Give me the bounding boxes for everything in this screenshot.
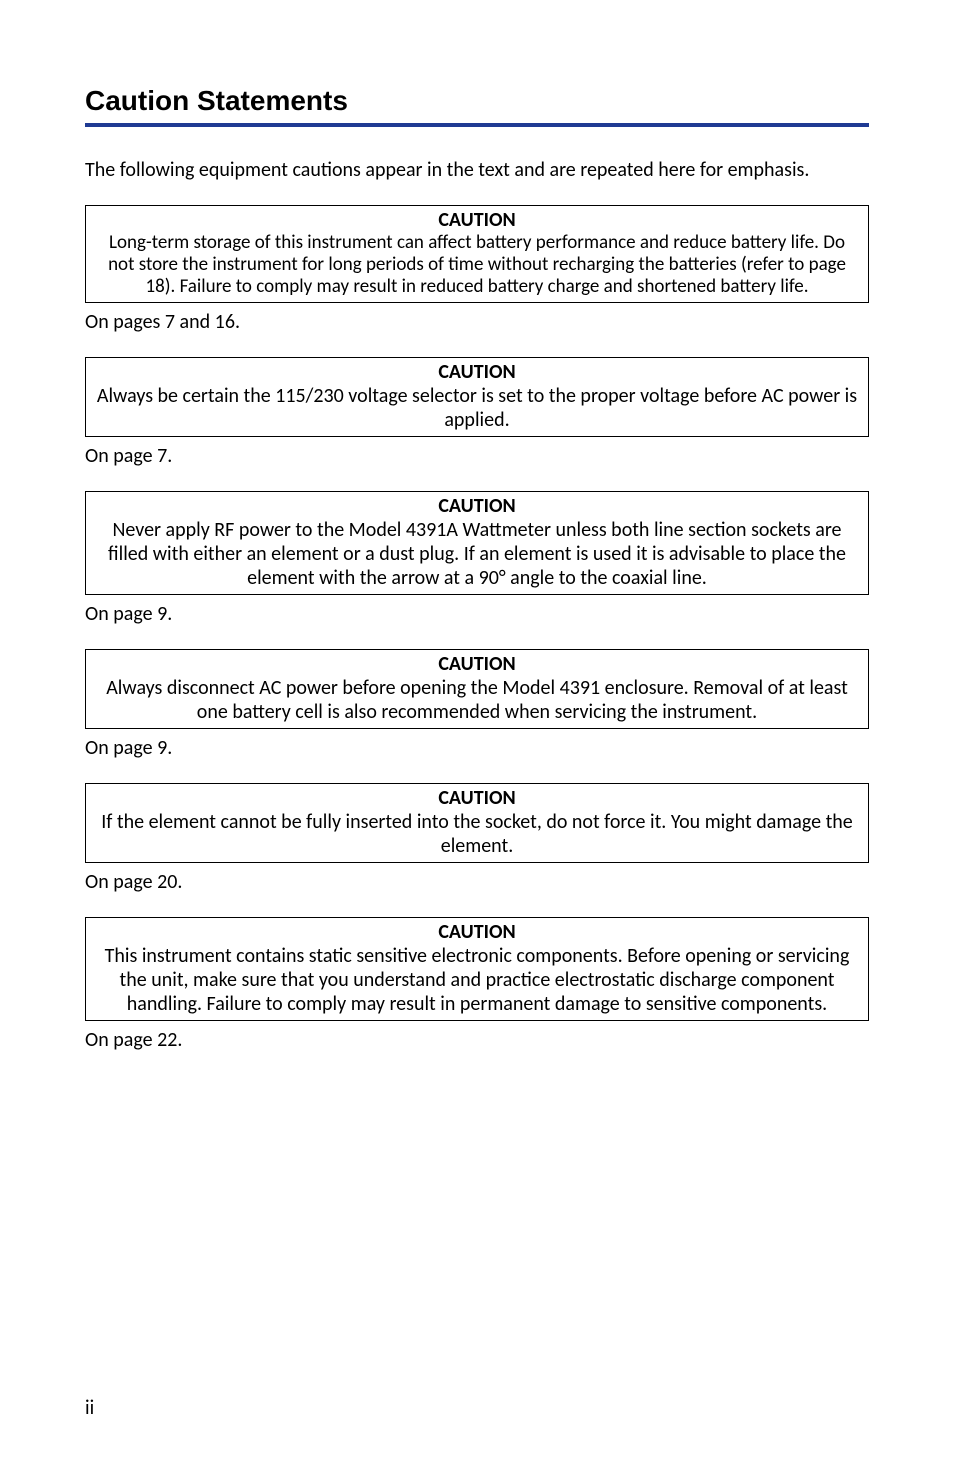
caution-label: CAUTION <box>92 918 862 944</box>
caution-body: Never apply RF power to the Model 4391A … <box>92 518 862 590</box>
page-reference: On pages 7 and 16. <box>85 309 869 335</box>
intro-paragraph: The following equipment cautions appear … <box>85 157 869 183</box>
page-reference: On page 7. <box>85 443 869 469</box>
caution-box: CAUTION Always disconnect AC power befor… <box>85 649 869 729</box>
caution-box: CAUTION If the element cannot be fully i… <box>85 783 869 863</box>
page-number: ii <box>85 1396 94 1420</box>
caution-label: CAUTION <box>92 206 862 232</box>
document-page: Caution Statements The following equipme… <box>0 0 954 1475</box>
caution-label: CAUTION <box>92 650 862 676</box>
page-reference: On page 22. <box>85 1027 869 1053</box>
caution-body: If the element cannot be fully inserted … <box>92 810 862 858</box>
caution-box: CAUTION Never apply RF power to the Mode… <box>85 491 869 595</box>
caution-label: CAUTION <box>92 358 862 384</box>
page-reference: On page 9. <box>85 735 869 761</box>
caution-label: CAUTION <box>92 784 862 810</box>
title-underline <box>85 123 869 127</box>
caution-box: CAUTION This instrument contains static … <box>85 917 869 1021</box>
page-title: Caution Statements <box>85 85 869 117</box>
caution-box: CAUTION Always be certain the 115/230 vo… <box>85 357 869 437</box>
page-reference: On page 9. <box>85 601 869 627</box>
caution-body: Always be certain the 115/230 voltage se… <box>92 384 862 432</box>
caution-body: Always disconnect AC power before openin… <box>92 676 862 724</box>
caution-body: This instrument contains static sensitiv… <box>92 944 862 1016</box>
page-reference: On page 20. <box>85 869 869 895</box>
caution-label: CAUTION <box>92 492 862 518</box>
caution-box: CAUTION Long-term storage of this instru… <box>85 205 869 303</box>
caution-body: Long-term storage of this instrument can… <box>92 232 862 298</box>
